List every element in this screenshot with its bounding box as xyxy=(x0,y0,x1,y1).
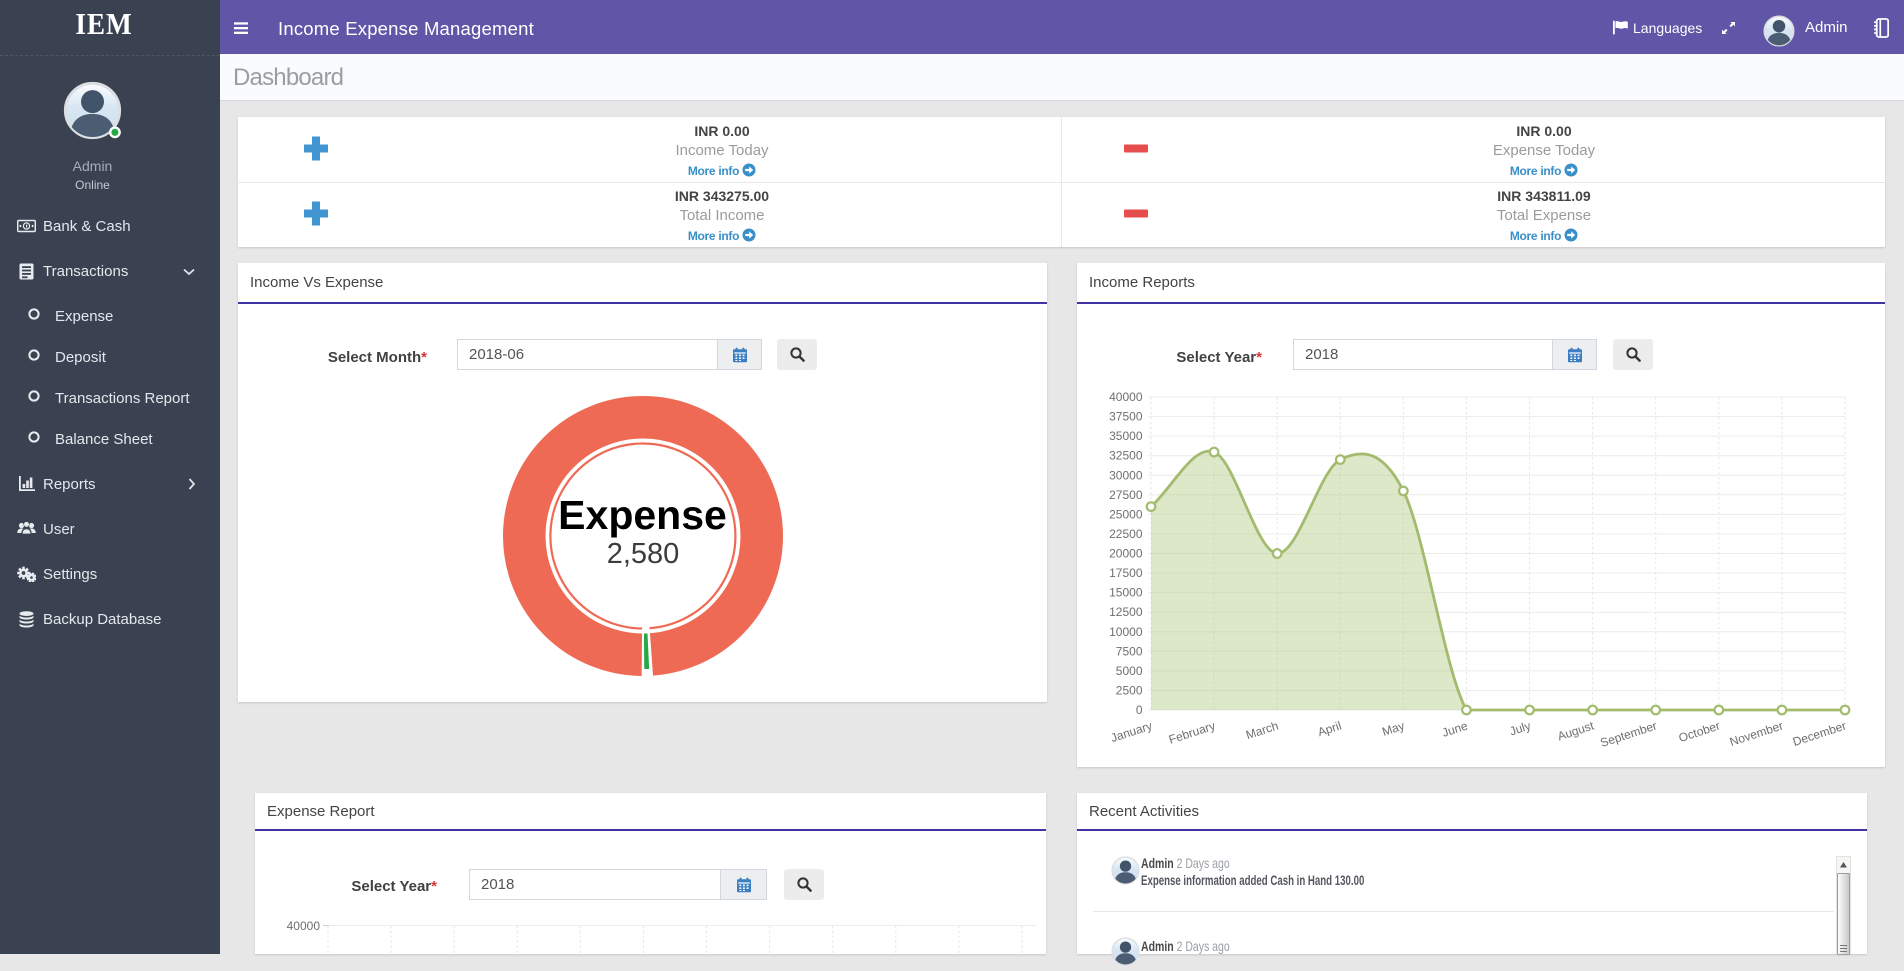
svg-text:September: September xyxy=(1599,719,1659,750)
svg-text:12500: 12500 xyxy=(1109,605,1143,619)
svg-text:10000: 10000 xyxy=(1109,625,1143,639)
svg-text:30000: 30000 xyxy=(1109,468,1143,482)
svg-text:32500: 32500 xyxy=(1109,449,1143,463)
svg-text:May: May xyxy=(1380,719,1406,739)
svg-text:7500: 7500 xyxy=(1116,644,1143,658)
svg-text:17500: 17500 xyxy=(1109,566,1143,580)
svg-text:July: July xyxy=(1508,719,1533,739)
svg-text:August: August xyxy=(1556,718,1596,743)
svg-text:20000: 20000 xyxy=(1109,547,1143,561)
svg-text:0: 0 xyxy=(1136,703,1143,717)
svg-text:5000: 5000 xyxy=(1116,664,1143,678)
svg-text:June: June xyxy=(1440,718,1469,739)
svg-text:April: April xyxy=(1316,719,1343,740)
svg-text:Expense: Expense xyxy=(558,492,727,538)
svg-text:October: October xyxy=(1677,719,1722,746)
svg-text:March: March xyxy=(1244,719,1280,743)
svg-text:November: November xyxy=(1728,719,1785,749)
svg-text:22500: 22500 xyxy=(1109,527,1143,541)
svg-text:35000: 35000 xyxy=(1109,429,1143,443)
svg-text:2500: 2500 xyxy=(1116,683,1143,697)
svg-text:2,580: 2,580 xyxy=(607,538,680,570)
svg-text:40000: 40000 xyxy=(1109,390,1143,404)
svg-text:37500: 37500 xyxy=(1109,410,1143,424)
svg-text:January: January xyxy=(1109,719,1154,746)
svg-text:27500: 27500 xyxy=(1109,488,1143,502)
svg-text:December: December xyxy=(1791,719,1848,749)
svg-text:25000: 25000 xyxy=(1109,507,1143,521)
svg-text:40000: 40000 xyxy=(287,919,321,933)
svg-text:15000: 15000 xyxy=(1109,586,1143,600)
svg-text:February: February xyxy=(1167,719,1217,747)
